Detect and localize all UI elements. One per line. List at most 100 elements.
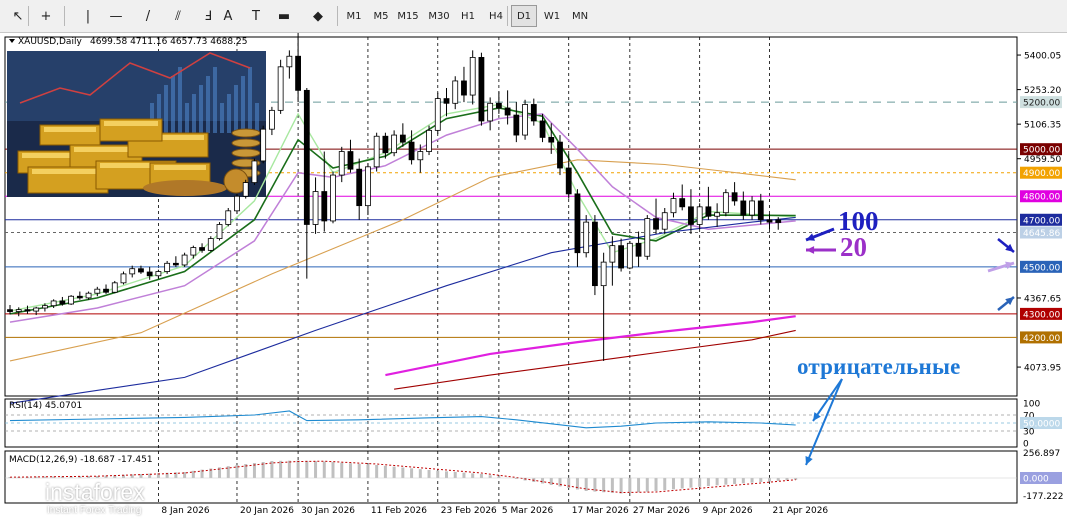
label-20: 20 bbox=[840, 232, 867, 262]
candle bbox=[461, 66, 467, 103]
x-tick-label: 5 Mar 2026 bbox=[502, 506, 554, 516]
price-level-badge bbox=[1020, 307, 1062, 320]
candle bbox=[33, 306, 40, 316]
price-level-badge bbox=[1020, 331, 1062, 344]
candle bbox=[618, 238, 624, 272]
macd-tick-label: -177.222 bbox=[1023, 492, 1063, 502]
candle bbox=[76, 291, 83, 300]
candle bbox=[757, 193, 764, 225]
candle bbox=[644, 215, 651, 260]
rsi-tick-label: 70 bbox=[1023, 412, 1035, 422]
ohlc-readout: 4699.58 4711.16 4657.73 4688.25 bbox=[90, 37, 247, 47]
candle bbox=[155, 269, 162, 279]
price-level-badge bbox=[1020, 190, 1062, 203]
trendline-icon[interactable]: / bbox=[145, 8, 151, 24]
horizontal-line-icon[interactable]: — bbox=[109, 8, 123, 24]
timeframe-m1[interactable]: M1 bbox=[346, 10, 362, 22]
candle bbox=[216, 222, 223, 241]
candle bbox=[653, 198, 659, 234]
x-tick-label: 11 Feb 2026 bbox=[371, 506, 427, 516]
candle bbox=[592, 215, 598, 296]
price-level-label: 4800.00 bbox=[1023, 193, 1060, 203]
logo-mark-icon bbox=[6, 478, 42, 514]
candle bbox=[522, 99, 528, 140]
price-level-label: 5000.00 bbox=[1023, 146, 1060, 156]
candle bbox=[513, 102, 520, 143]
candle bbox=[251, 158, 258, 185]
candle bbox=[452, 76, 459, 110]
crosshair-icon[interactable]: + bbox=[40, 8, 52, 24]
channel-icon[interactable]: ⫽ bbox=[175, 8, 181, 24]
logo-text: instaforex bbox=[45, 479, 145, 505]
timeframe-d1[interactable]: D1 bbox=[511, 5, 537, 27]
candle bbox=[565, 153, 572, 199]
chart-toolbar: ↖ + | — / ⫽ Ⅎ A T ▬ ◆ M1 M5 M15 M30 H1 H4 D1 W1 MN bbox=[0, 0, 1067, 33]
timeframe-h1[interactable]: H1 bbox=[461, 10, 475, 22]
candle bbox=[286, 50, 293, 79]
rsi-tick-label: 100 bbox=[1023, 400, 1040, 410]
candle bbox=[469, 50, 476, 105]
candle bbox=[120, 271, 127, 285]
timeframe-w1[interactable]: W1 bbox=[543, 10, 561, 22]
rsi-value-badge bbox=[1020, 417, 1062, 429]
candle bbox=[487, 97, 494, 131]
price-level-badge bbox=[1020, 213, 1062, 226]
candle bbox=[338, 146, 345, 183]
candle bbox=[714, 203, 721, 227]
candle bbox=[626, 240, 633, 270]
timeframe-h4[interactable]: H4 bbox=[489, 10, 503, 22]
y-tick-label: 5400.05 bbox=[1024, 52, 1061, 62]
price-level-label: 4700.00 bbox=[1023, 216, 1060, 226]
candle bbox=[347, 139, 354, 173]
candle bbox=[129, 265, 136, 278]
x-tick-label: 27 Mar 2026 bbox=[633, 506, 690, 516]
candle bbox=[295, 33, 301, 103]
timeframe-m15[interactable]: M15 bbox=[397, 10, 419, 22]
candle bbox=[661, 208, 668, 234]
candle bbox=[635, 231, 642, 267]
macd-tick-label: 256.897 bbox=[1023, 449, 1060, 459]
price-level-badge bbox=[1020, 226, 1062, 239]
candle bbox=[68, 295, 75, 305]
rsi-line bbox=[9, 410, 796, 429]
vertical-line-icon[interactable]: | bbox=[85, 8, 91, 24]
price-level-label: 4300.00 bbox=[1023, 310, 1060, 320]
candle bbox=[740, 191, 747, 220]
candle bbox=[539, 113, 546, 143]
candle bbox=[557, 135, 563, 176]
fibonacci-icon[interactable]: Ⅎ bbox=[204, 8, 212, 24]
rectangle-icon[interactable]: ▬ bbox=[277, 8, 291, 24]
price-level-label: 4200.00 bbox=[1023, 334, 1060, 344]
moving-average-line bbox=[394, 329, 796, 390]
candle bbox=[443, 88, 450, 117]
price-chart: 5551.355400.055253.205106.354959.504367.… bbox=[4, 33, 1063, 516]
macd-value-badge bbox=[1020, 472, 1062, 484]
timeframe-m30[interactable]: M30 bbox=[428, 10, 450, 22]
candle bbox=[722, 189, 729, 217]
shapes-icon[interactable]: ◆ bbox=[313, 8, 323, 24]
candle bbox=[373, 132, 380, 172]
x-tick-label: 21 Apr 2026 bbox=[773, 506, 829, 516]
candle bbox=[164, 260, 171, 274]
moving-average-line bbox=[9, 107, 796, 315]
candle bbox=[24, 305, 31, 314]
label-icon[interactable]: T bbox=[252, 8, 260, 24]
candle bbox=[609, 236, 616, 286]
symbol-dropdown-icon[interactable] bbox=[9, 39, 15, 43]
y-tick-label: 4367.65 bbox=[1024, 294, 1061, 304]
candle bbox=[382, 132, 389, 159]
cursor-icon[interactable]: ↖ bbox=[12, 8, 24, 24]
timeframe-m5[interactable]: M5 bbox=[373, 10, 389, 22]
moving-average-line bbox=[9, 159, 796, 362]
x-tick-label: 30 Jan 2026 bbox=[301, 506, 355, 516]
candle bbox=[583, 215, 590, 258]
candle bbox=[408, 130, 415, 165]
candle bbox=[234, 193, 240, 214]
rsi-label: RSI(14) 45.0701 bbox=[9, 401, 82, 411]
text-icon[interactable]: A bbox=[223, 8, 233, 24]
candle bbox=[59, 296, 66, 306]
candle bbox=[312, 177, 319, 234]
rsi-tick-label: 50.0000 bbox=[1023, 420, 1060, 430]
candle bbox=[399, 123, 406, 147]
timeframe-mn[interactable]: MN bbox=[571, 10, 589, 22]
